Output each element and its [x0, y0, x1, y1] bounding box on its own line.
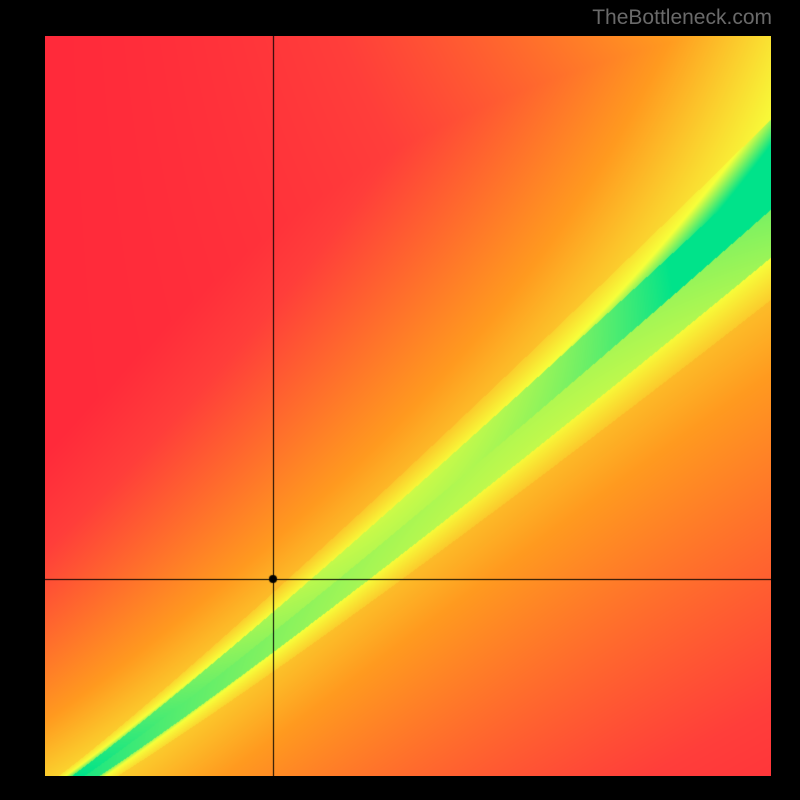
heatmap-canvas — [45, 36, 771, 776]
chart-container: TheBottleneck.com — [0, 0, 800, 800]
watermark-text: TheBottleneck.com — [592, 6, 772, 30]
heatmap-plot — [45, 36, 771, 776]
